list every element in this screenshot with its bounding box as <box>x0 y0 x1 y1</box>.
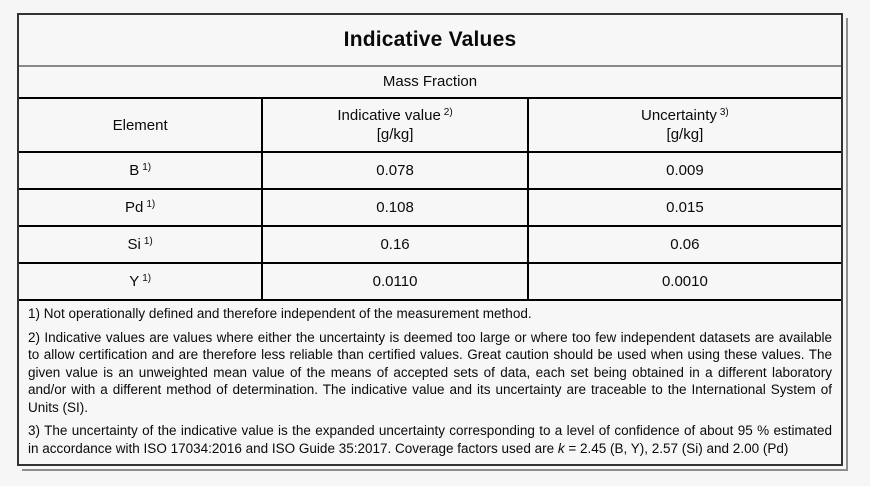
uncertainty-unit-label: [g/kg] <box>666 126 704 143</box>
element-symbol: Si <box>127 236 141 253</box>
indicative-value-cell: 0.0110 <box>261 263 528 301</box>
mass-fraction-table: Element Indicative value 2) [g/kg] Uncert… <box>19 99 841 301</box>
footnote-ref-1: 1) <box>142 162 152 173</box>
header-row: Element Indicative value 2) [g/kg] Uncert… <box>19 99 841 153</box>
footnote-ref-1: 1) <box>146 199 156 210</box>
table-row: Pd 1) 0.108 0.015 <box>19 189 841 227</box>
coverage-factor-k: k <box>557 440 565 456</box>
indicative-unit-label: [g/kg] <box>376 126 414 143</box>
footnote-ref-2: 2) <box>443 107 453 118</box>
uncertainty-cell: 0.015 <box>526 189 841 227</box>
indicative-values-table: Indicative Values Mass Fraction Element … <box>17 13 843 466</box>
col-header-element-label: Element <box>112 116 168 134</box>
table-row: Y 1) 0.0110 0.0010 <box>19 263 841 301</box>
footnote-1: 1) Not operationally defined and therefo… <box>28 306 532 321</box>
table-subtitle: Mass Fraction <box>19 67 841 99</box>
indicative-value-cell: 0.078 <box>261 152 528 190</box>
element-symbol: Pd <box>125 199 144 216</box>
table-title: Indicative Values <box>19 15 841 67</box>
footnote-ref-3: 3) <box>719 107 729 118</box>
footnote-ref-1: 1) <box>143 236 153 247</box>
uncertainty-cell: 0.009 <box>526 152 841 190</box>
col-header-indicative-value: Indicative value 2) [g/kg] <box>261 99 528 153</box>
footnote-3: 3) The uncertainty of the indicative val… <box>28 422 832 457</box>
footnote-ref-1: 1) <box>142 273 152 284</box>
col-header-uncertainty: Uncertainty 3) [g/kg] <box>526 99 841 153</box>
uncertainty-cell: 0.0010 <box>526 263 841 301</box>
element-cell: Y 1) <box>19 263 263 301</box>
col-header-element: Element <box>19 99 263 153</box>
col-header-uncertainty-label: Uncertainty <box>641 107 717 124</box>
table-row: B 1) 0.078 0.009 <box>19 152 841 190</box>
element-cell: Si 1) <box>19 226 263 264</box>
uncertainty-cell: 0.06 <box>526 226 841 264</box>
element-symbol: Y <box>129 273 140 290</box>
footnote-3-text-end: = 2.45 (B, Y), 2.57 (Si) and 2.00 (Pd) <box>564 440 789 456</box>
col-header-indicative-label: Indicative value <box>337 107 441 124</box>
element-cell: Pd 1) <box>19 189 263 227</box>
footnote-2: 2) Indicative values are values where ei… <box>28 329 832 415</box>
table-row: Si 1) 0.16 0.06 <box>19 226 841 264</box>
element-symbol: B <box>129 162 140 179</box>
footnote-3-text: 3) The uncertainty of the indicative val… <box>28 423 832 456</box>
footnotes: 1) Not operationally defined and therefo… <box>19 301 841 464</box>
indicative-value-cell: 0.16 <box>261 226 528 264</box>
element-cell: B 1) <box>19 152 263 190</box>
indicative-value-cell: 0.108 <box>261 189 528 227</box>
